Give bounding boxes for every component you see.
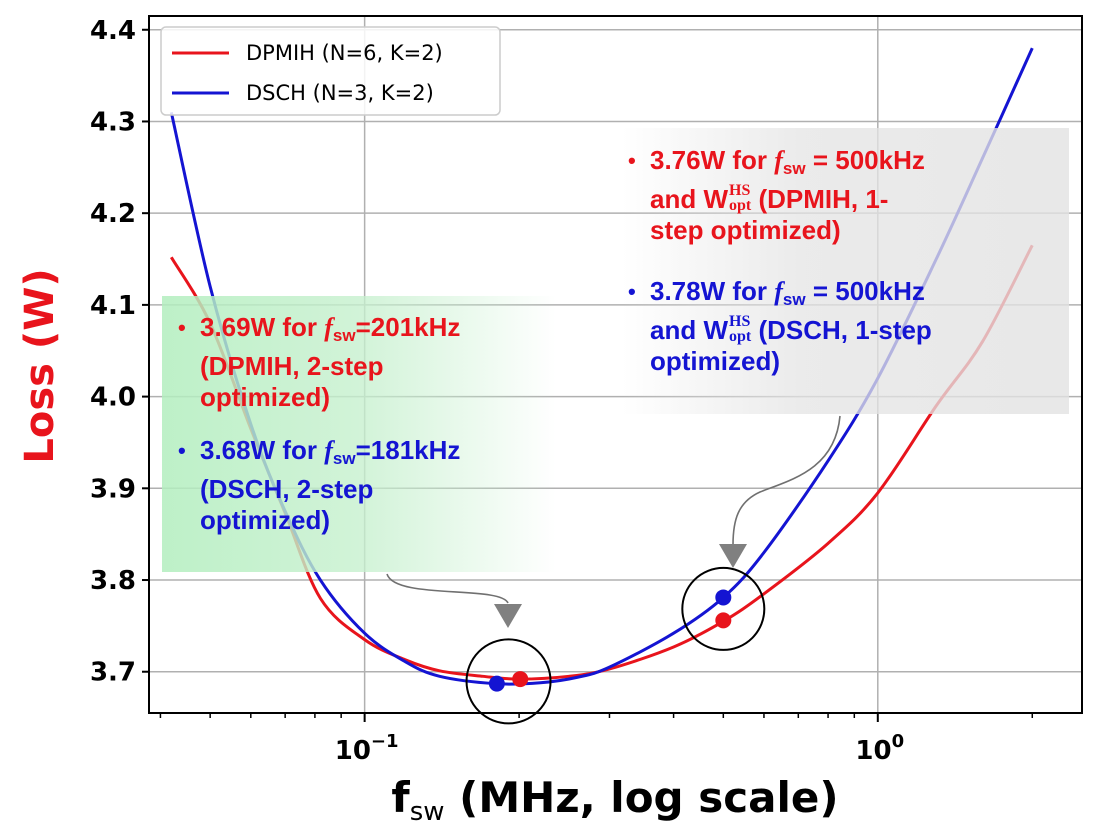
x-axis-label: fsw (MHz, log scale) [391,773,838,827]
annotation-f: f [774,277,783,306]
annotation-subopt: opt [729,328,752,346]
annotation-sub: sw [332,449,356,468]
highlight-point [488,675,505,692]
bullet: • [178,315,186,340]
annotation-after: (DPMIH, 1- [751,184,889,214]
annotation-sub: sw [782,159,806,178]
annotation-line3: optimized) [200,505,330,535]
annotation-dpmih-2step: • 3.69W for fsw=201kHz (DPMIH, 2-step opt… [178,312,460,413]
annotation-dpmih-1step: • 3.76W for fsw = 500kHz and W HS opt (DPMI… [628,145,932,246]
y-tick-label: 4.3 [90,107,136,137]
annotation-value: 3.78W for [650,276,775,306]
bullet: • [178,438,186,463]
annotation-after: (DSCH, 1-step [751,315,932,345]
annotation-freq: = 500kHz [805,276,925,306]
arrow-two-step-head [494,604,522,628]
arrow-one-step-line [732,415,841,546]
highlight-point [512,671,529,688]
annotation-dsch-2step: • 3.68W for fsw=181kHz (DSCH, 2-step opti… [178,435,460,536]
annotation-sub: sw [332,326,356,345]
annotation-dsch-1step: • 3.78W for fsw = 500kHz and W HS opt (DSCH… [628,276,932,377]
arrow-one-step-head [719,544,747,568]
annotation-sub: sw [782,290,806,309]
one-step-annotations: • 3.76W for fsw = 500kHz and W HS opt (DPMI… [628,145,932,377]
axis-labels: Loss (W) fsw (MHz, log scale) [17,268,839,827]
highlight-circle-two-step [465,638,552,725]
annotation-value: 3.76W for [650,145,775,175]
annotation-sup: HS [729,182,751,200]
annotation-f: f [324,313,333,342]
annotation-freq: =201kHz [355,312,461,342]
legend-box [160,26,501,116]
y-axis-label: Loss (W) [17,268,63,463]
highlight-points [465,566,766,725]
y-tick-label: 3.7 [90,658,136,688]
annotation-line2: (DPMIH, 2-step [200,351,384,381]
arrow-two-step-line [386,573,509,604]
annotation-line3: optimized) [200,382,330,412]
annotation-and-w: and W [650,315,728,345]
y-tick-label: 4.1 [90,291,136,321]
two-step-annotations: • 3.69W for fsw=201kHz (DPMIH, 2-step opt… [178,312,460,536]
legend-label: DPMIH (N=6, K=2) [246,41,443,65]
y-tick-label: 4.4 [90,16,136,46]
annotation-line3: optimized) [650,346,780,376]
annotation-and-w: and W [650,184,728,214]
one-step-annotation-box [622,128,1069,414]
two-step-annotation-box [162,296,556,572]
x-tick-label: 10−1 [335,731,399,766]
annotation-f: f [324,436,333,465]
annotation-value: 3.69W for [200,312,325,342]
annotation-f: f [774,146,783,175]
annotation-subopt: opt [729,197,752,215]
legend-label: DSCH (N=3, K=2) [246,81,434,105]
axis-ticks: 3.7 3.8 3.9 4.0 4.1 4.2 4.3 4.4 10−1 100 [90,16,1034,766]
legend: DPMIH (N=6, K=2) DSCH (N=3, K=2) [160,26,501,116]
y-tick-label: 4.0 [90,383,136,413]
annotation-value: 3.68W for [200,435,325,465]
x-tick-label: 100 [855,731,904,766]
y-tick-label: 3.8 [90,566,136,596]
axes-frame [148,15,1083,714]
highlight-point [715,612,732,629]
annotation-sup: HS [729,313,751,331]
annotation-line3: step optimized) [650,215,841,245]
annotation-freq: = 500kHz [805,145,925,175]
callout-arrows [386,415,841,628]
y-tick-label: 4.2 [90,199,136,229]
highlight-circle-one-step [681,566,766,651]
bullet: • [628,279,636,304]
plot-frame [148,15,1083,714]
y-tick-label: 3.9 [90,474,136,504]
bullet: • [628,148,636,173]
annotation-freq: =181kHz [355,435,461,465]
highlight-point [715,589,732,606]
annotation-line2: (DSCH, 2-step [200,474,374,504]
